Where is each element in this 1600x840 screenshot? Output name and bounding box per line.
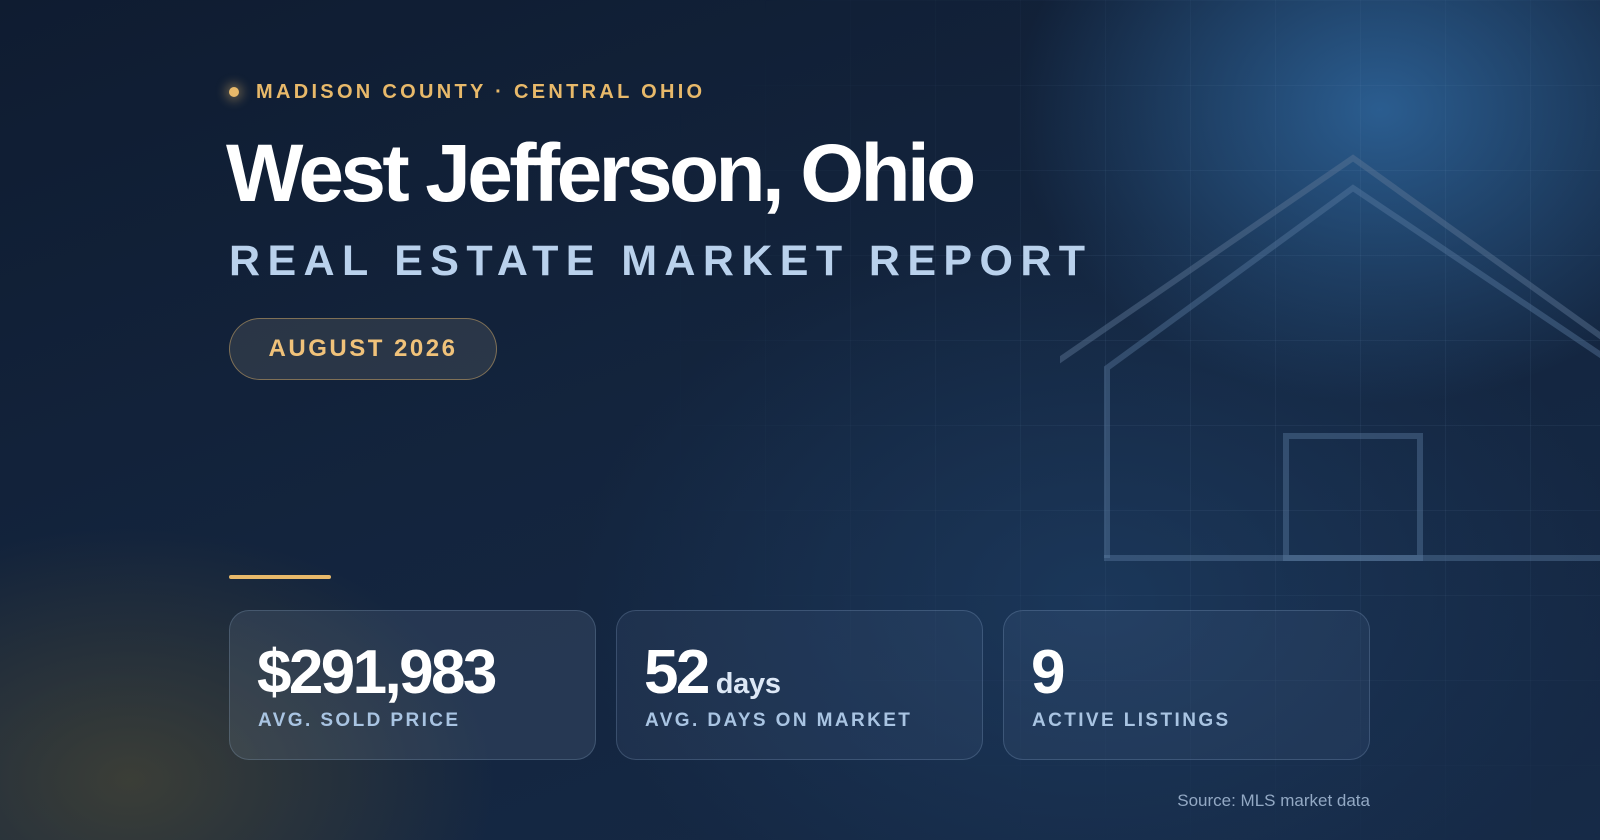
- stat-label: AVG. SOLD PRICE: [258, 710, 461, 731]
- stat-value: 52 days: [644, 639, 781, 718]
- house-outline-icon: [1060, 154, 1600, 561]
- stat-value: $291,983: [257, 638, 497, 707]
- stat-card-avg-sold-price: $291,983 AVG. SOLD PRICE: [229, 610, 596, 760]
- page-title: West Jefferson, Ohio: [226, 128, 976, 219]
- accent-divider: [229, 575, 331, 579]
- stat-card-active-listings: 9 ACTIVE LISTINGS: [1003, 610, 1370, 760]
- stat-number: $291,983: [257, 638, 497, 707]
- stat-number: 9: [1031, 638, 1065, 707]
- location-label: MADISON COUNTY · CENTRAL OHIO: [256, 80, 706, 103]
- location-eyebrow: MADISON COUNTY · CENTRAL OHIO: [229, 80, 705, 104]
- stat-card-days-on-market: 52 days AVG. DAYS ON MARKET: [616, 610, 983, 760]
- stat-unit: days: [715, 668, 781, 700]
- source-note: Source: MLS market data: [1177, 791, 1370, 810]
- location-dot-icon: [229, 87, 239, 97]
- report-period-badge: AUGUST 2026: [229, 318, 497, 380]
- stat-label: ACTIVE LISTINGS: [1032, 710, 1231, 731]
- stat-value: 9: [1031, 638, 1065, 707]
- report-subtitle: REAL ESTATE MARKET REPORT: [229, 237, 1093, 285]
- stat-number: 52: [644, 638, 710, 707]
- stat-label: AVG. DAYS ON MARKET: [645, 710, 913, 731]
